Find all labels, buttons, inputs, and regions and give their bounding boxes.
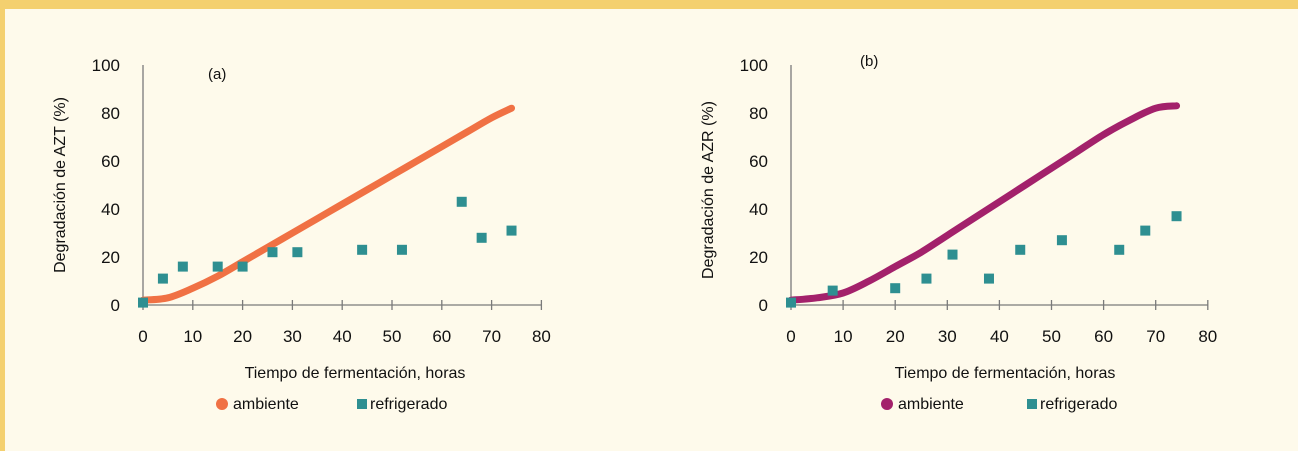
data-point-refrigerado <box>1114 245 1124 255</box>
legend-marker-refrigerado <box>357 399 367 409</box>
chart-panel-1: 0 10 20 30 40 50 60 70 80 0 20 40 60 80 100 Degradación… <box>52 56 551 413</box>
x-tick-label: 20 <box>233 327 252 346</box>
data-point-refrigerado <box>984 274 994 284</box>
data-point-refrigerado <box>921 274 931 284</box>
x-tick-label: 70 <box>482 327 501 346</box>
y-tick-label: 0 <box>759 296 768 315</box>
x-tick-label: 30 <box>938 327 957 346</box>
y-tick-label: 40 <box>101 200 120 219</box>
y-axis-title: Degradación de AZR (%) <box>700 101 717 279</box>
x-tick-label: 60 <box>432 327 451 346</box>
data-point-refrigerado <box>1057 235 1067 245</box>
data-point-refrigerado <box>238 262 248 272</box>
data-point-refrigerado <box>507 226 517 236</box>
data-point-refrigerado <box>786 298 796 308</box>
legend-label: ambiente <box>233 396 299 413</box>
data-point-refrigerado <box>457 197 467 207</box>
chart-panel-2: 0 10 20 30 40 50 60 70 80 0 20 40 60 80 100 Degradación… <box>700 53 1217 413</box>
x-tick-label: 80 <box>532 327 551 346</box>
y-tick-label: 40 <box>749 200 768 219</box>
series-line-ambiente <box>791 106 1177 300</box>
y-tick-label: 60 <box>749 152 768 171</box>
y-tick-label: 20 <box>101 248 120 267</box>
legend-label: ambiente <box>898 396 964 413</box>
data-point-refrigerado <box>828 286 838 296</box>
data-point-refrigerado <box>178 262 188 272</box>
data-point-refrigerado <box>477 233 487 243</box>
y-tick-label: 80 <box>749 104 768 123</box>
legend-marker-ambiente <box>216 398 228 410</box>
data-point-refrigerado <box>1172 211 1182 221</box>
x-tick-label: 10 <box>834 327 853 346</box>
data-point-refrigerado <box>213 262 223 272</box>
y-tick-label: 20 <box>749 248 768 267</box>
data-point-refrigerado <box>267 247 277 257</box>
y-axis-title: Degradación de AZT (%) <box>52 97 69 273</box>
x-tick-label: 30 <box>283 327 302 346</box>
x-tick-label: 10 <box>183 327 202 346</box>
panel-label: (a) <box>208 66 226 83</box>
data-point-refrigerado <box>948 250 958 260</box>
x-axis-title: Tiempo de fermentación, horas <box>245 365 466 382</box>
y-tick-label: 80 <box>101 104 120 123</box>
y-tick-label: 100 <box>740 56 768 75</box>
data-point-refrigerado <box>292 247 302 257</box>
panel-label: (b) <box>860 53 878 70</box>
data-point-refrigerado <box>890 283 900 293</box>
legend-label: refrigerado <box>1040 396 1117 413</box>
y-tick-label: 100 <box>92 56 120 75</box>
x-tick-label: 60 <box>1094 327 1113 346</box>
x-tick-label: 40 <box>333 327 352 346</box>
legend-marker-refrigerado <box>1027 399 1037 409</box>
y-tick-label: 0 <box>111 296 120 315</box>
x-tick-label: 80 <box>1198 327 1217 346</box>
x-tick-label: 70 <box>1146 327 1165 346</box>
x-axis-title: Tiempo de fermentación, horas <box>895 365 1116 382</box>
y-tick-label: 60 <box>101 152 120 171</box>
data-point-refrigerado <box>138 298 148 308</box>
data-point-refrigerado <box>397 245 407 255</box>
data-point-refrigerado <box>158 274 168 284</box>
legend-label: refrigerado <box>370 396 447 413</box>
x-tick-label: 50 <box>1042 327 1061 346</box>
data-point-refrigerado <box>1140 226 1150 236</box>
legend-marker-ambiente <box>881 398 893 410</box>
data-point-refrigerado <box>1015 245 1025 255</box>
x-tick-label: 20 <box>886 327 905 346</box>
x-tick-label: 40 <box>990 327 1009 346</box>
x-tick-label: 0 <box>138 327 147 346</box>
x-tick-label: 0 <box>786 327 795 346</box>
data-point-refrigerado <box>357 245 367 255</box>
x-tick-label: 50 <box>383 327 402 346</box>
series-line-ambiente <box>143 108 512 300</box>
